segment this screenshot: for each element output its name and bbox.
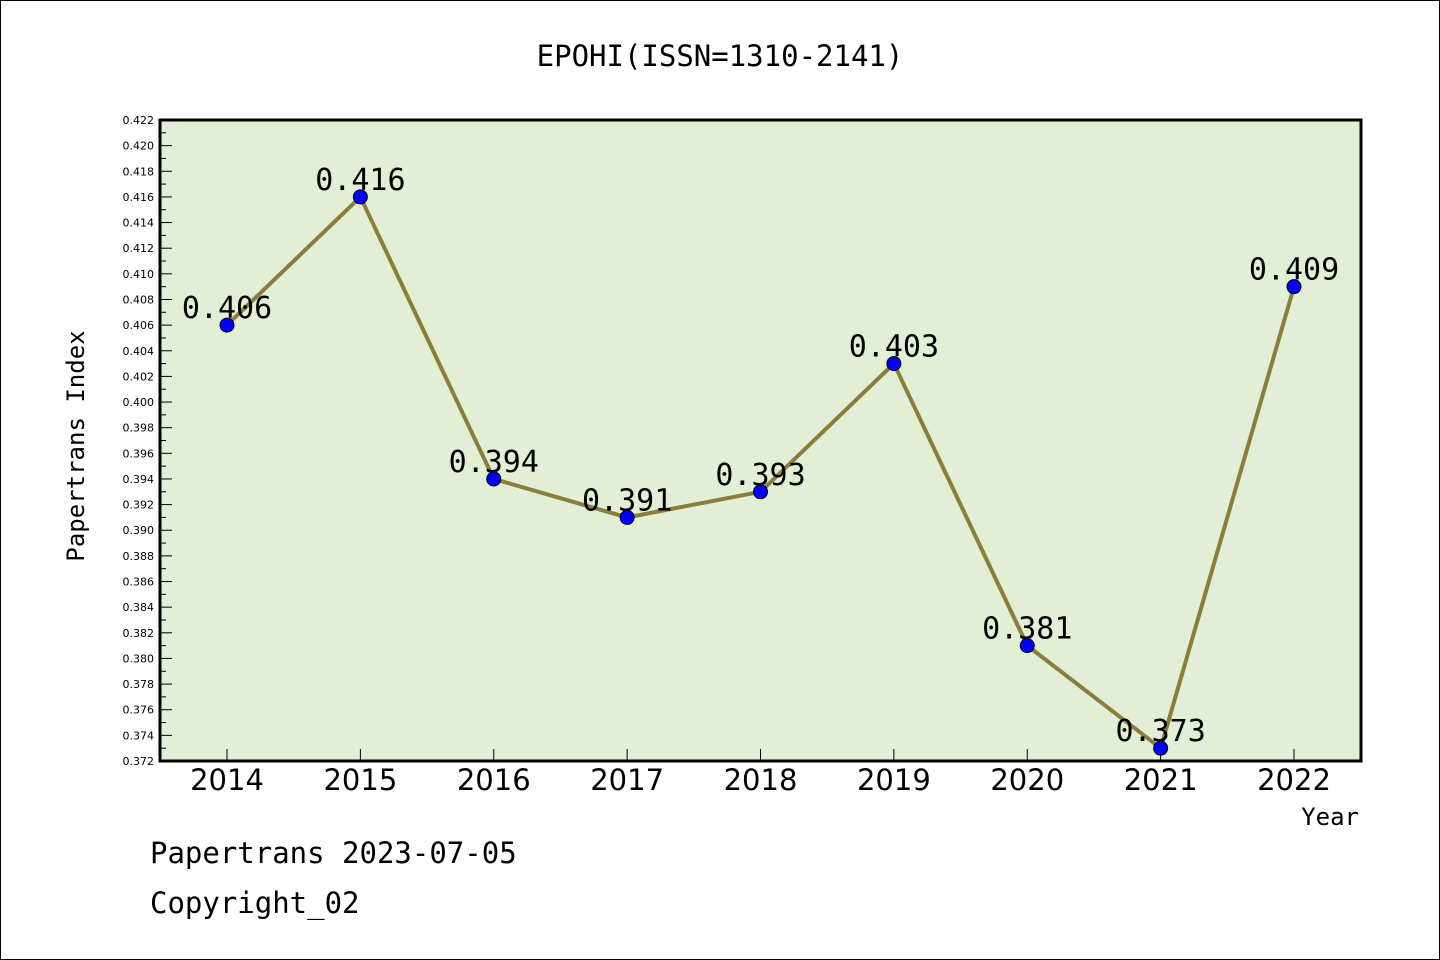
data-point (1019, 638, 1035, 654)
y-tick-label: 0.420 (123, 140, 155, 153)
y-tick-label: 0.402 (123, 370, 155, 383)
series-markers (219, 189, 1302, 756)
y-tick-label: 0.384 (123, 601, 155, 614)
x-tick-label: 2022 (1257, 763, 1331, 797)
y-tick-label: 0.408 (123, 293, 155, 306)
y-axis-label: Papertrans Index (62, 330, 90, 561)
y-tick-label: 0.374 (123, 729, 155, 742)
y-tick-label: 0.406 (123, 319, 155, 332)
y-tick-label: 0.422 (123, 114, 155, 127)
data-label: 0.394 (449, 445, 539, 480)
y-tick-label: 0.414 (123, 217, 155, 230)
y-tick-label: 0.390 (123, 524, 155, 537)
data-point (352, 189, 368, 205)
data-point (1286, 279, 1302, 295)
y-axis-ticks: 0.372 0.374 0.376 0.378 0.380 0.382 0.384 0.386… (123, 114, 172, 768)
chart-title: EPOHI(ISSN=1310-2141) (537, 39, 904, 73)
y-tick-label: 0.418 (123, 165, 155, 178)
data-label: 0.416 (315, 163, 405, 198)
data-labels: 0.406 0.416 0.394 0.391 0.393 0.403 0.381 0.373… (182, 163, 1339, 749)
data-label: 0.373 (1115, 714, 1205, 749)
x-tick-label: 2016 (457, 763, 531, 797)
data-point (219, 317, 235, 333)
y-tick-label: 0.376 (123, 704, 155, 717)
x-tick-label: 2018 (724, 763, 798, 797)
x-tick-label: 2020 (990, 763, 1064, 797)
x-tick-label: 2014 (190, 763, 264, 797)
footer-copyright: Copyright_02 (150, 886, 360, 920)
y-tick-label: 0.388 (123, 550, 155, 563)
y-tick-label: 0.410 (123, 268, 155, 281)
y-tick-label: 0.372 (123, 755, 155, 768)
y-tick-label: 0.382 (123, 627, 155, 640)
data-point (886, 356, 902, 372)
data-label: 0.409 (1249, 253, 1339, 288)
data-point (486, 471, 502, 487)
y-tick-label: 0.412 (123, 242, 155, 255)
x-tick-label: 2015 (323, 763, 397, 797)
x-axis-label: Year (1301, 803, 1359, 831)
y-tick-label: 0.416 (123, 191, 155, 204)
plot-area (160, 120, 1361, 761)
y-tick-label: 0.400 (123, 396, 155, 409)
y-tick-label: 0.378 (123, 678, 155, 691)
y-tick-label: 0.398 (123, 422, 155, 435)
x-axis-ticks: 2014 2015 2016 2017 2018 2019 2020 2021 2022 (190, 749, 1331, 797)
data-label: 0.403 (849, 330, 939, 365)
y-tick-label: 0.404 (123, 345, 155, 358)
data-point (619, 509, 635, 525)
data-label: 0.381 (982, 612, 1072, 647)
y-tick-label: 0.386 (123, 576, 155, 589)
y-tick-label: 0.380 (123, 652, 155, 665)
footer-date: Papertrans 2023-07-05 (150, 836, 517, 870)
data-label: 0.406 (182, 291, 272, 326)
y-tick-label: 0.394 (123, 473, 155, 486)
data-label: 0.393 (715, 458, 805, 493)
y-tick-label: 0.396 (123, 447, 155, 460)
y-tick-label: 0.392 (123, 499, 155, 512)
data-label: 0.391 (582, 483, 672, 518)
plot-border (158, 118, 1363, 763)
x-tick-label: 2021 (1124, 763, 1198, 797)
data-point (1153, 740, 1169, 756)
x-tick-label: 2017 (590, 763, 664, 797)
x-tick-label: 2019 (857, 763, 931, 797)
data-point (753, 484, 768, 500)
